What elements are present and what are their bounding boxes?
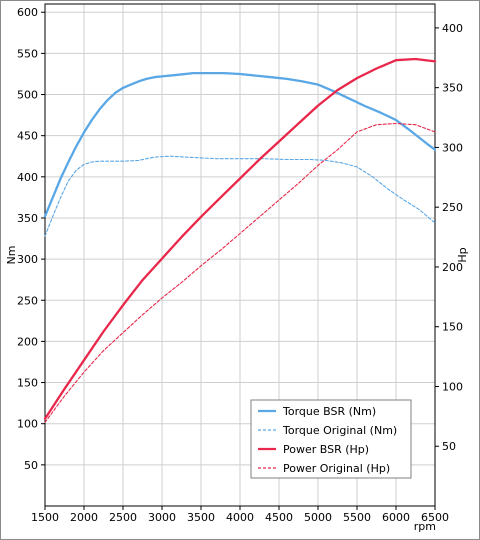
- y-left-tick-label: 450: [17, 130, 38, 143]
- y-right-tick-label: 300: [442, 141, 463, 154]
- y-left-tick-label: 100: [17, 418, 38, 431]
- x-axis-label: rpm: [414, 520, 436, 533]
- x-tick-label: 6000: [382, 511, 410, 524]
- x-tick-label: 3000: [148, 511, 176, 524]
- x-tick-label: 4000: [226, 511, 254, 524]
- y-right-tick-label: 400: [442, 22, 463, 35]
- y-left-tick-label: 600: [17, 6, 38, 19]
- y-right-tick-label: 100: [442, 380, 463, 393]
- x-tick-label: 5000: [304, 511, 332, 524]
- legend: Torque BSR (Nm) Torque Original (Nm) Power…: [250, 399, 412, 479]
- y-right-tick-label: 250: [442, 201, 463, 214]
- series-line-0: [43, 71, 437, 218]
- y-right-tick-label: 150: [442, 321, 463, 334]
- y-left-tick-label: 300: [17, 253, 38, 266]
- y-left-axis-label: Nm: [5, 246, 18, 265]
- y-left-tick-label: 50: [24, 459, 38, 472]
- x-tick-label: 3500: [187, 511, 215, 524]
- y-left-tick-label: 200: [17, 335, 38, 348]
- legend-label-1: Torque Original (Nm): [282, 424, 397, 437]
- legend-label-3: Power Original (Hp): [283, 462, 390, 475]
- x-tick-label: 1500: [31, 511, 59, 524]
- x-tick-label: 2500: [109, 511, 137, 524]
- axis-ticks: 1500 2000 2500 3000 3500 4000 4500 5000 5500 6000…: [17, 6, 463, 524]
- y-left-tick-label: 550: [17, 47, 38, 60]
- y-right-axis-label: Hp: [456, 247, 469, 262]
- y-left-tick-label: 350: [17, 212, 38, 225]
- legend-label-0: Torque BSR (Nm): [282, 405, 376, 418]
- y-right-tick-label: 50: [442, 440, 456, 453]
- x-tick-label: 6500: [421, 511, 449, 524]
- series-layer: [43, 57, 437, 423]
- y-left-tick-label: 400: [17, 171, 38, 184]
- series-line-2: [43, 57, 437, 420]
- legend-box: [250, 399, 412, 479]
- y-left-tick-label: 500: [17, 89, 38, 102]
- x-tick-label: 4500: [265, 511, 293, 524]
- series-line-3: [44, 122, 436, 423]
- y-right-tick-label: 350: [442, 82, 463, 95]
- legend-label-2: Power BSR (Hp): [283, 443, 369, 456]
- y-left-tick-label: 250: [17, 294, 38, 307]
- y-left-tick-label: 150: [17, 377, 38, 390]
- series-line-1: [44, 155, 436, 237]
- x-tick-label: 5500: [343, 511, 371, 524]
- y-right-tick-label: 200: [442, 261, 463, 274]
- x-tick-label: 2000: [70, 511, 98, 524]
